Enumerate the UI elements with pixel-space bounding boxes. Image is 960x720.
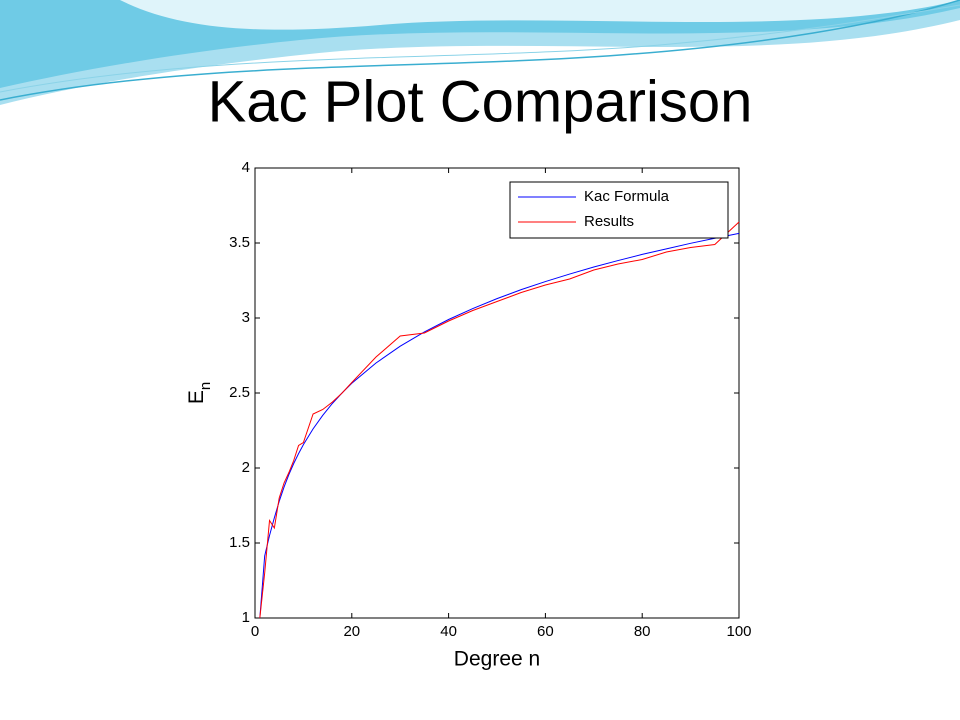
header-wave — [0, 0, 960, 105]
y-axis-label-subscript: n — [197, 382, 214, 390]
plot-frame — [254, 167, 740, 619]
line-series — [259, 221, 740, 619]
y-tick-label: 3 — [242, 309, 250, 326]
x-tick-label: 0 — [251, 623, 259, 640]
y-tick-label: 1 — [242, 609, 250, 626]
y-tick-label: 2.5 — [229, 384, 250, 401]
chart-title: Kac Plot Comparison — [208, 69, 753, 134]
legend-box — [509, 181, 729, 239]
y-axis-label-group: En — [185, 382, 214, 404]
y-tick-label: 3.5 — [229, 234, 250, 251]
x-tick-label: 100 — [726, 623, 751, 640]
y-axis-label: En — [185, 382, 214, 404]
line-series — [259, 232, 740, 619]
y-tick-label: 1.5 — [229, 534, 250, 551]
x-tick-label: 20 — [343, 623, 360, 640]
y-tick-label: 4 — [242, 159, 250, 176]
x-axis-label: Degree n — [454, 648, 540, 671]
y-axis-label-main: E — [185, 390, 208, 404]
x-tick-label: 80 — [634, 623, 651, 640]
legend-label: Results — [584, 213, 634, 230]
y-tick-label: 2 — [242, 459, 250, 476]
legend-label: Kac Formula — [584, 188, 670, 205]
x-tick-label: 60 — [537, 623, 554, 640]
x-tick-label: 40 — [440, 623, 457, 640]
